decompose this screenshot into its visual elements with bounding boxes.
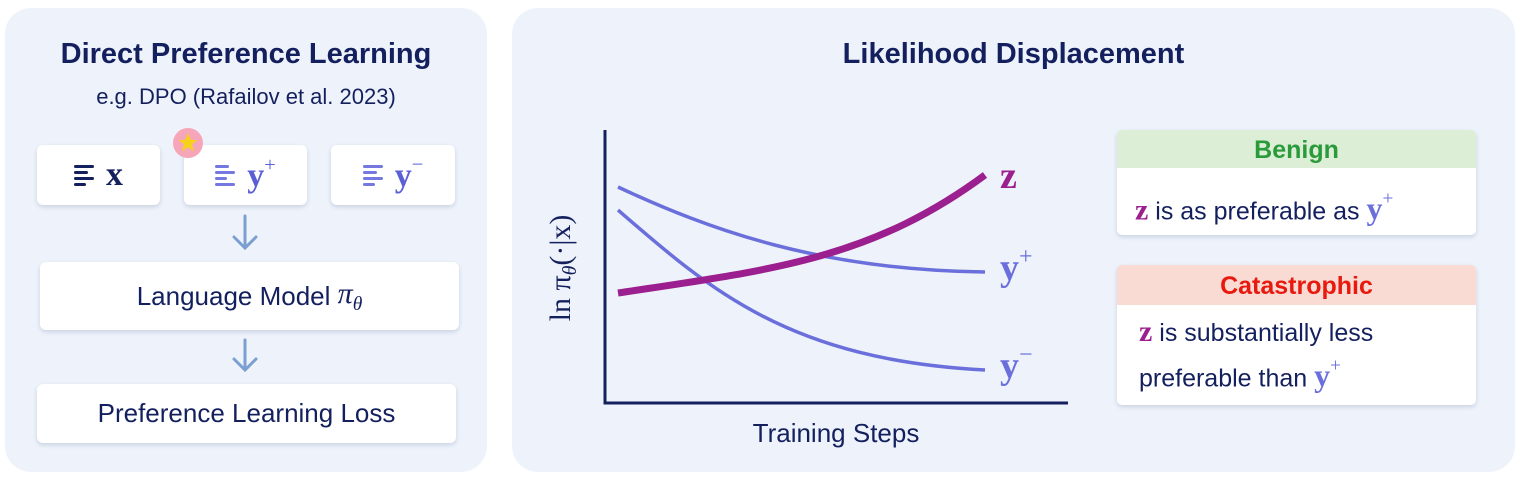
chart: ln πθ(·|x) Training Steps z y+ y− (544, 130, 1068, 448)
left-subtitle: e.g. DPO (Rafailov et al. 2023) (96, 84, 396, 109)
curve-label-y-plus: y+ (1000, 244, 1033, 289)
benign-header: Benign (1117, 130, 1476, 168)
text-icon (74, 162, 96, 189)
pi: π (337, 276, 353, 310)
symbol-sup: − (1019, 342, 1033, 368)
symbol-y-plus: y+ (1366, 189, 1394, 227)
symbol-base: y (1000, 247, 1019, 289)
input-x: x (37, 145, 160, 205)
symbol-sup: + (1382, 189, 1394, 210)
text-icon (215, 162, 237, 189)
symbol-z: z (1139, 315, 1153, 348)
benign-box: Benign z is as preferable as y+ (1117, 130, 1476, 235)
symbol-base: y (394, 157, 412, 195)
curve-y-minus (616, 208, 986, 372)
symbol-sup: + (1019, 244, 1033, 270)
input-y-plus: y+ (184, 145, 307, 205)
symbol-sup: + (264, 154, 276, 177)
benign-text: is as preferable as (1155, 197, 1360, 226)
symbol: x (106, 156, 123, 193)
model-symbol: πθ (338, 277, 363, 316)
symbol: y+ (247, 154, 276, 195)
axes (603, 130, 1068, 405)
loss-box: Preference Learning Loss (37, 384, 456, 443)
arrows (232, 214, 258, 373)
model-text: Language Model (136, 280, 331, 311)
symbol-sup: − (411, 154, 424, 177)
curve-label-z: z (1000, 155, 1017, 197)
x-axis-label: Training Steps (753, 418, 920, 448)
benign-body: z is as preferable as y+ (1117, 168, 1476, 231)
catastrophic-box: Catastrophic z is substantially less pre… (1117, 265, 1476, 405)
y-axis-label: ln πθ(·|x) (544, 215, 581, 322)
symbol-base: y (247, 157, 265, 195)
model-box: Language Model πθ (40, 262, 459, 330)
theta: θ (352, 293, 363, 315)
symbol-y-plus: y+ (1314, 356, 1341, 394)
symbol-base: y (1366, 190, 1383, 227)
curve-z (617, 172, 988, 297)
right-title: Likelihood Displacement (842, 38, 1185, 70)
left-title: Direct Preference Learning (60, 38, 432, 70)
y-axis-suffix: (·|x) (544, 215, 577, 266)
curve-y-plus (617, 185, 986, 274)
catastrophic-header: Catastrophic (1117, 265, 1476, 305)
catastrophic-body: z is substantially less preferable than … (1117, 305, 1476, 395)
symbol-z: z (1135, 193, 1149, 227)
symbol-sup: + (1330, 356, 1341, 377)
catastrophic-text: is substantially less preferable than (1139, 319, 1374, 393)
y-axis-prefix: ln π (544, 275, 577, 321)
symbol: y− (395, 154, 424, 195)
y-axis-sub: θ (559, 265, 581, 275)
input-y-minus: y− (331, 145, 455, 205)
symbol-base: y (1314, 357, 1331, 394)
symbol-base: y (1000, 345, 1019, 387)
star-badge (173, 128, 203, 158)
curve-label-y-minus: y− (1000, 342, 1033, 387)
text-icon (362, 162, 385, 189)
